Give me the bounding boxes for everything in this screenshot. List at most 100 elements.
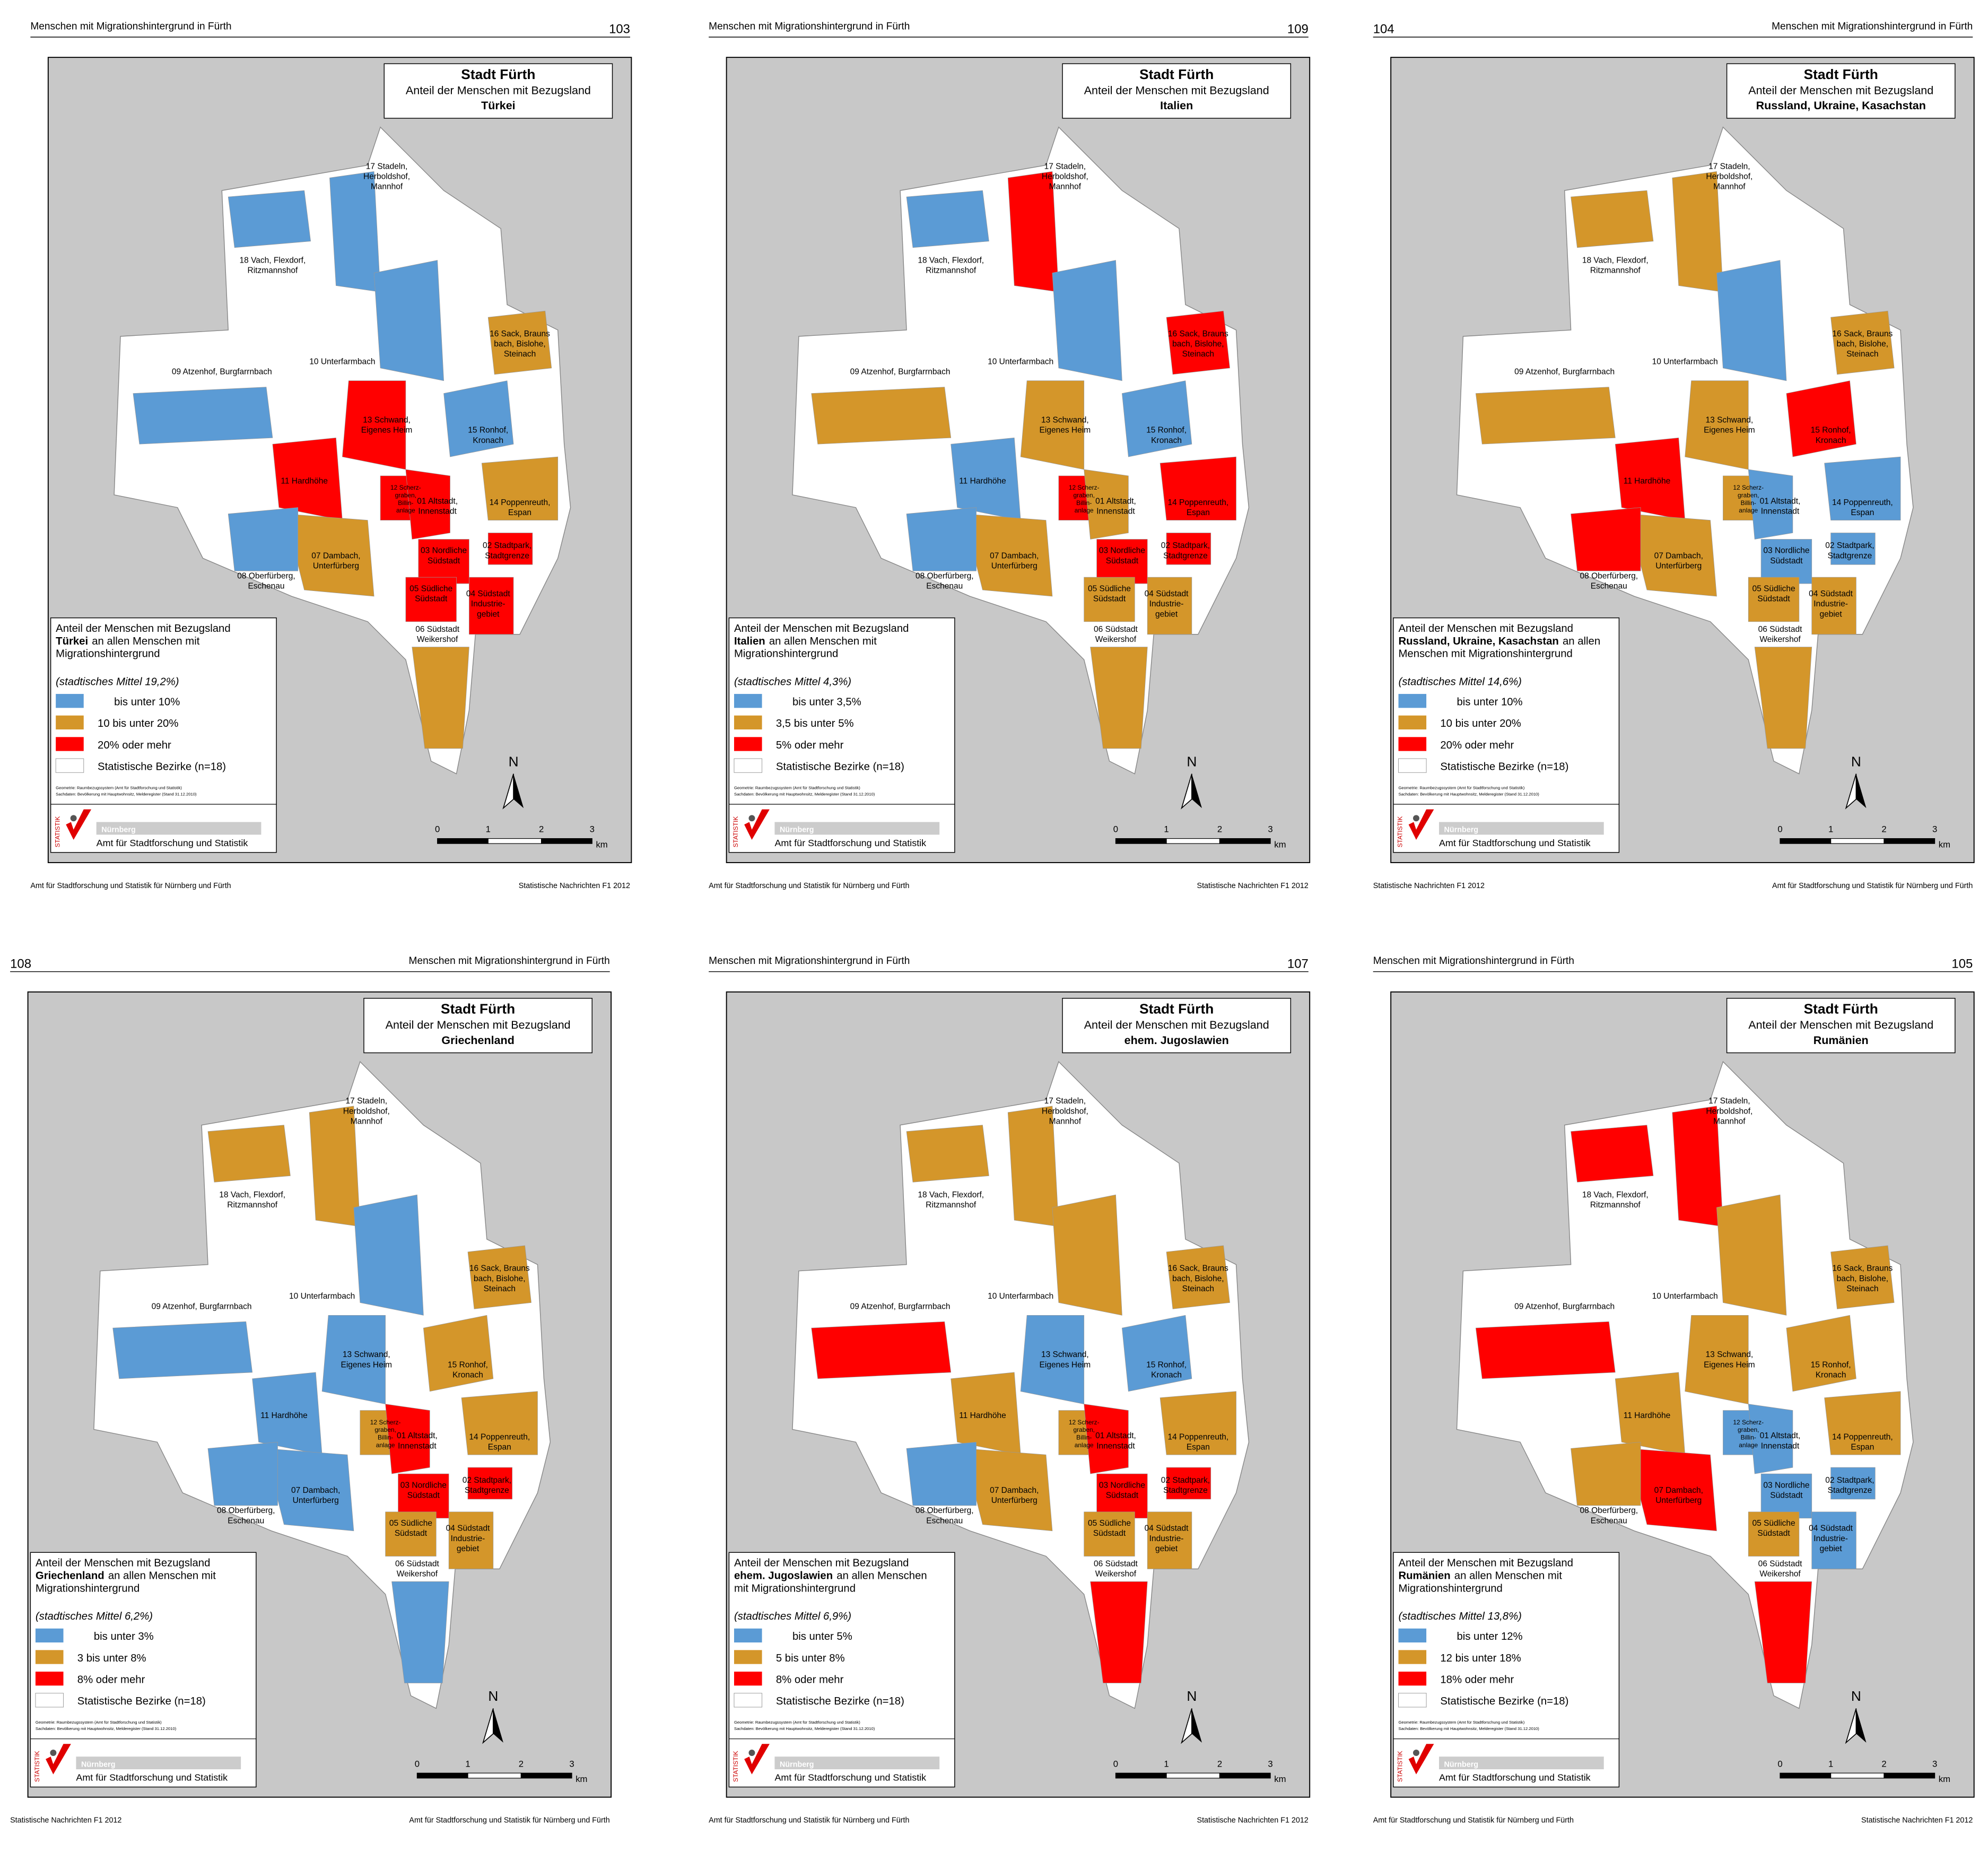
logo-brand: STATISTIK — [54, 816, 61, 848]
district-label: 01 Altstadt, — [1760, 497, 1801, 506]
title-box — [1726, 63, 1956, 119]
legend-swatch — [734, 694, 762, 708]
legend-text: an allen Menschen — [836, 1570, 927, 1582]
legend-label: Statistische Bezirke (n=18) — [1440, 761, 1568, 772]
scale-label: 2 — [1217, 824, 1222, 834]
district-patch — [811, 1321, 952, 1379]
scale-segment — [520, 1772, 572, 1779]
district-label: 16 Sack, Brauns — [1832, 329, 1893, 338]
legend-heading: Türkei an allen Menschen mit — [56, 636, 200, 647]
map-title: Stadt Fürth — [1139, 66, 1214, 82]
district-label: 14 Poppenreuth, — [469, 1433, 530, 1442]
legend-text: Migrationshintergrund — [36, 1583, 139, 1594]
district-patch — [1754, 1581, 1812, 1683]
district-label: 03 Nordliche — [1763, 546, 1809, 555]
district-patch — [1571, 507, 1641, 571]
district-label: 13 Schwand, — [363, 416, 411, 425]
district-patch — [1786, 380, 1856, 457]
district-label: 02 Stadtpark, — [1161, 1476, 1210, 1485]
district-label: 13 Schwand, — [343, 1350, 390, 1359]
district-label: Espan — [1851, 1443, 1874, 1452]
map-title: Stadt Fürth — [461, 66, 535, 82]
legend-swatch — [734, 737, 762, 751]
district-label: 01 Altstadt, — [1760, 1431, 1801, 1440]
district-patch — [342, 380, 406, 470]
logo-office: Amt für Stadtforschung und Statistik — [774, 838, 926, 848]
legend-heading: Migrationshintergrund — [56, 648, 160, 660]
logo-brand: STATISTIK — [1397, 1751, 1404, 1782]
district-label: Mannhof — [351, 1117, 383, 1126]
legend-country: Griechenland — [36, 1570, 104, 1582]
scale-segment — [1115, 838, 1167, 844]
district-label: Industrie- — [471, 599, 505, 608]
logo-city: Nürnberg — [1444, 826, 1478, 834]
district-label: Billin- — [378, 1434, 393, 1441]
district-label: 10 Unterfarmbach — [1652, 1292, 1718, 1301]
district-label: 03 Nordliche — [421, 546, 467, 555]
logo-skyline — [774, 822, 940, 835]
district-label: 13 Schwand, — [1706, 416, 1754, 425]
legend-text: Anteil der Menschen mit Bezugsland — [36, 1558, 210, 1569]
district-label: bach, Bislohe, — [1172, 1274, 1224, 1283]
title-box — [1726, 998, 1956, 1054]
district-patch — [1166, 533, 1211, 565]
district-label: 16 Sack, Brauns — [490, 329, 550, 338]
legend-label: 20% oder mehr — [1440, 740, 1514, 751]
district-label: 09 Atzenhof, Burgfarrnbach — [1514, 368, 1615, 377]
legend-label: bis unter 10% — [1457, 697, 1522, 708]
legend-label: 8% oder mehr — [776, 1674, 844, 1686]
logo-office: Amt für Stadtforschung und Statistik — [76, 1772, 228, 1783]
district-label: Herboldshof, — [363, 172, 410, 181]
district-label: Eschenau — [1591, 1516, 1627, 1525]
page-footer: Amt für Stadtforschung und Statistik für… — [409, 1816, 609, 1824]
title-box — [383, 63, 613, 119]
district-label: 11 Hardhöhe — [959, 1411, 1006, 1420]
district-label: graben, — [1738, 1426, 1759, 1433]
district-label: 14 Poppenreuth, — [1832, 1433, 1893, 1442]
district-patch — [1122, 1315, 1192, 1392]
district-patch — [1754, 647, 1812, 749]
legend-swatch — [1398, 694, 1427, 708]
district-label: Steinach — [504, 350, 536, 359]
district-label: Südstadt — [1757, 1529, 1790, 1538]
legend-label: 18% oder mehr — [1440, 1674, 1514, 1686]
district-label: Innenstadt — [1761, 507, 1800, 516]
legend-text: an allen — [1563, 636, 1600, 647]
legend-label: Statistische Bezirke (n=18) — [776, 761, 904, 772]
scale-unit: km — [1274, 1774, 1286, 1784]
legend-swatch — [35, 1650, 64, 1664]
district-label: 07 Dambach, — [990, 1486, 1039, 1495]
district-patch — [1571, 1125, 1654, 1183]
title-box — [1062, 998, 1292, 1054]
page-number: 109 — [1287, 22, 1309, 37]
district-patch — [1748, 1404, 1793, 1474]
district-label: Innenstadt — [1096, 1441, 1135, 1450]
district-patch — [353, 1194, 424, 1316]
district-patch — [906, 1441, 976, 1506]
legend-mean: (stadtisches Mittel 19,2%) — [56, 676, 179, 688]
district-label: 08 Oberfürberg, — [915, 572, 974, 581]
district-patch — [1166, 1467, 1211, 1500]
district-label: gebiet — [457, 1544, 479, 1553]
page-number: 107 — [1287, 957, 1309, 971]
scale-unit: km — [1939, 1774, 1950, 1784]
district-label: Innenstadt — [418, 507, 457, 516]
legend-swatch — [56, 737, 84, 751]
district-patch — [811, 387, 952, 445]
district-label: Steinach — [1846, 1284, 1878, 1293]
source-note: Geometrie: Raumbezugssystem (Amt für Sta… — [1399, 1720, 1525, 1725]
district-label: 16 Sack, Brauns — [469, 1264, 530, 1273]
district-label: Südstadt — [1093, 595, 1126, 604]
scale-segment — [467, 1772, 522, 1779]
district-label: graben, — [374, 1426, 396, 1433]
district-patch — [1716, 1194, 1787, 1316]
legend-text: an allen Menschen mit — [108, 1570, 216, 1582]
district-patch — [1716, 260, 1787, 381]
scale-segment — [487, 838, 542, 844]
logo-city: Nürnberg — [1444, 1760, 1478, 1769]
district-label: 14 Poppenreuth, — [490, 498, 551, 507]
source-note: Geometrie: Raumbezugssystem (Amt für Sta… — [1399, 785, 1525, 790]
source-note: Sachdaten: Bevölkerung mit Hauptwohnsitz… — [1399, 1726, 1540, 1731]
district-label: 09 Atzenhof, Burgfarrnbach — [152, 1302, 252, 1311]
